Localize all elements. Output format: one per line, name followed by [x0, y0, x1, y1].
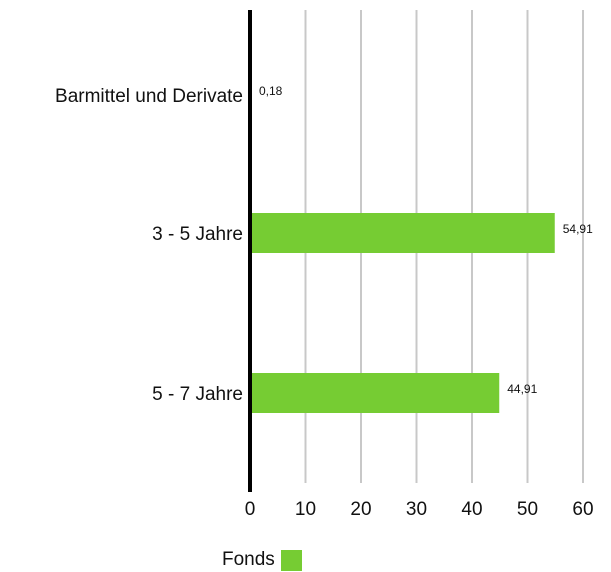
value-label-1: 54,91 [563, 222, 593, 236]
bar-2 [250, 373, 500, 413]
x-tick-label-60: 60 [572, 499, 593, 520]
x-tick-label-20: 20 [350, 499, 371, 520]
value-label-0: 0,18 [259, 84, 283, 98]
category-label-0: Barmittel und Derivate [55, 86, 243, 107]
value-label-2: 44,91 [507, 382, 537, 396]
labels: 0 10 20 30 40 50 60 0,18 Barmittel und Derivate 5… [55, 84, 594, 520]
x-tick-label-10: 10 [295, 499, 316, 520]
x-tick-label-40: 40 [461, 499, 482, 520]
x-tick-label-30: 30 [406, 499, 427, 520]
legend-swatch-fonds [280, 549, 302, 571]
legend: Fonds [222, 549, 302, 571]
legend-label-fonds: Fonds [222, 549, 275, 570]
x-tick-label-0: 0 [245, 499, 256, 520]
category-label-2: 5 - 7 Jahre [152, 384, 243, 405]
category-label-1: 3 - 5 Jahre [152, 224, 243, 245]
x-tick-label-50: 50 [517, 499, 538, 520]
bar-1 [250, 213, 555, 253]
bars [250, 75, 555, 413]
